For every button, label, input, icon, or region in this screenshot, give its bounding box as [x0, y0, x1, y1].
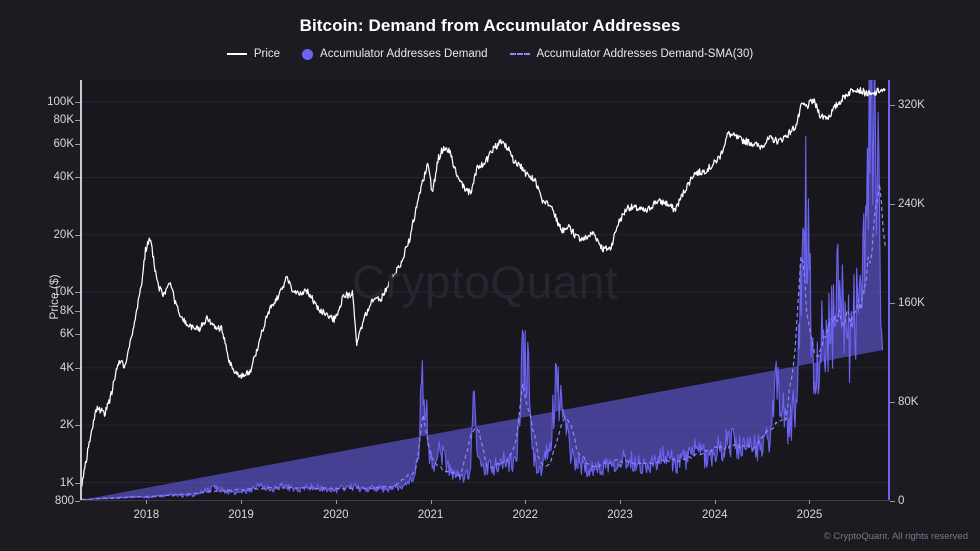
left-tick-1K: 1K [0, 477, 74, 495]
x-tick-2022: 2022 [512, 509, 539, 521]
right-tick-mark [890, 203, 895, 205]
left-tick-label: 10K [53, 286, 74, 299]
left-tick-800: 800 [0, 495, 74, 513]
plot-area[interactable] [80, 80, 890, 501]
x-tick-mark [146, 500, 148, 504]
x-tick-mark [809, 500, 811, 504]
left-tick-2K: 2K [0, 419, 74, 437]
copyright-notice: © CryptoQuant. All rights reserved [823, 531, 968, 542]
left-tick-mark [75, 367, 80, 369]
legend-item-demand-sma[interactable]: Accumulator Addresses Demand-SMA(30) [509, 48, 754, 60]
right-tick-label: 80K [898, 395, 919, 408]
left-tick-8K: 8K [0, 305, 74, 323]
x-tick-mark [714, 500, 716, 504]
x-tick-2024: 2024 [701, 509, 728, 521]
left-axis-spine [80, 80, 82, 501]
dashed-line-marker-icon [509, 53, 530, 55]
x-tick-2020: 2020 [322, 509, 349, 521]
chart-canvas [80, 80, 890, 501]
left-tick-mark [75, 334, 80, 336]
left-tick-mark [75, 482, 80, 484]
left-tick-60K: 60K [0, 138, 74, 156]
left-tick-mark [75, 120, 80, 122]
x-tick-2025: 2025 [796, 509, 823, 521]
left-tick-mark [75, 177, 80, 179]
left-tick-80K: 80K [0, 114, 74, 132]
left-tick-label: 800 [54, 495, 74, 507]
left-tick-6K: 6K [0, 328, 74, 346]
left-tick-label: 40K [53, 171, 74, 184]
left-tick-label: 2K [59, 419, 74, 432]
x-tick-mark [525, 500, 527, 504]
legend-label-demand: Accumulator Addresses Demand [320, 48, 488, 60]
x-tick-2018: 2018 [133, 509, 160, 521]
left-tick-mark [75, 234, 80, 236]
left-tick-label: 80K [53, 114, 74, 127]
left-tick-mark [75, 425, 80, 427]
legend-label-demand-sma: Accumulator Addresses Demand-SMA(30) [536, 48, 754, 60]
x-tick-2019: 2019 [228, 509, 254, 521]
left-tick-label: 100K [47, 95, 74, 108]
right-tick-label: 0 [898, 495, 905, 507]
legend-label-price: Price [253, 48, 281, 60]
right-tick-320K: 320K [898, 99, 958, 117]
left-tick-label: 4K [59, 361, 74, 374]
right-axis-spine [888, 80, 890, 501]
left-tick-40K: 40K [0, 171, 74, 189]
x-tick-2023: 2023 [607, 509, 633, 521]
right-tick-240K: 240K [898, 198, 958, 216]
demand-area [81, 80, 883, 501]
right-tick-label: 160K [898, 296, 925, 309]
x-tick-mark [430, 500, 432, 504]
bottom-axis-spine [80, 500, 890, 501]
left-tick-label: 1K [59, 476, 74, 489]
left-tick-mark [75, 101, 80, 103]
left-tick-label: 60K [53, 137, 74, 150]
right-tick-mark [890, 302, 895, 304]
x-tick-mark [620, 500, 621, 504]
left-tick-mark [75, 310, 80, 312]
left-tick-mark [75, 501, 80, 502]
price-line [81, 87, 886, 487]
right-tick-label: 320K [898, 98, 925, 111]
right-tick-0: 0 [898, 495, 958, 513]
x-tick-mark [241, 500, 243, 504]
left-tick-label: 6K [59, 328, 74, 341]
left-tick-100K: 100K [0, 96, 74, 114]
x-tick-2021: 2021 [417, 509, 444, 521]
chart-legend: Price Accumulator Addresses Demand Accum… [0, 48, 980, 60]
left-tick-mark [75, 292, 80, 294]
left-tick-mark [75, 143, 80, 145]
legend-item-demand[interactable]: Accumulator Addresses Demand [302, 48, 488, 60]
legend-item-price[interactable]: Price [226, 48, 281, 60]
line-marker-icon [226, 53, 247, 55]
left-tick-10K: 10K [0, 286, 74, 304]
right-tick-label: 240K [898, 197, 925, 210]
right-tick-mark [890, 501, 895, 502]
left-tick-label: 20K [53, 228, 74, 241]
left-tick-label: 8K [59, 304, 74, 317]
left-tick-20K: 20K [0, 229, 74, 247]
left-axis-title: Price ($) [47, 274, 61, 320]
right-tick-80K: 80K [898, 396, 958, 414]
x-tick-mark [335, 500, 337, 504]
page-title: Bitcoin: Demand from Accumulator Address… [299, 16, 681, 35]
demand-sma-line [81, 183, 886, 501]
circle-marker-icon [302, 48, 314, 60]
left-tick-4K: 4K [0, 362, 74, 380]
right-tick-mark [890, 401, 895, 403]
right-tick-160K: 160K [898, 297, 958, 315]
right-tick-mark [890, 104, 895, 106]
